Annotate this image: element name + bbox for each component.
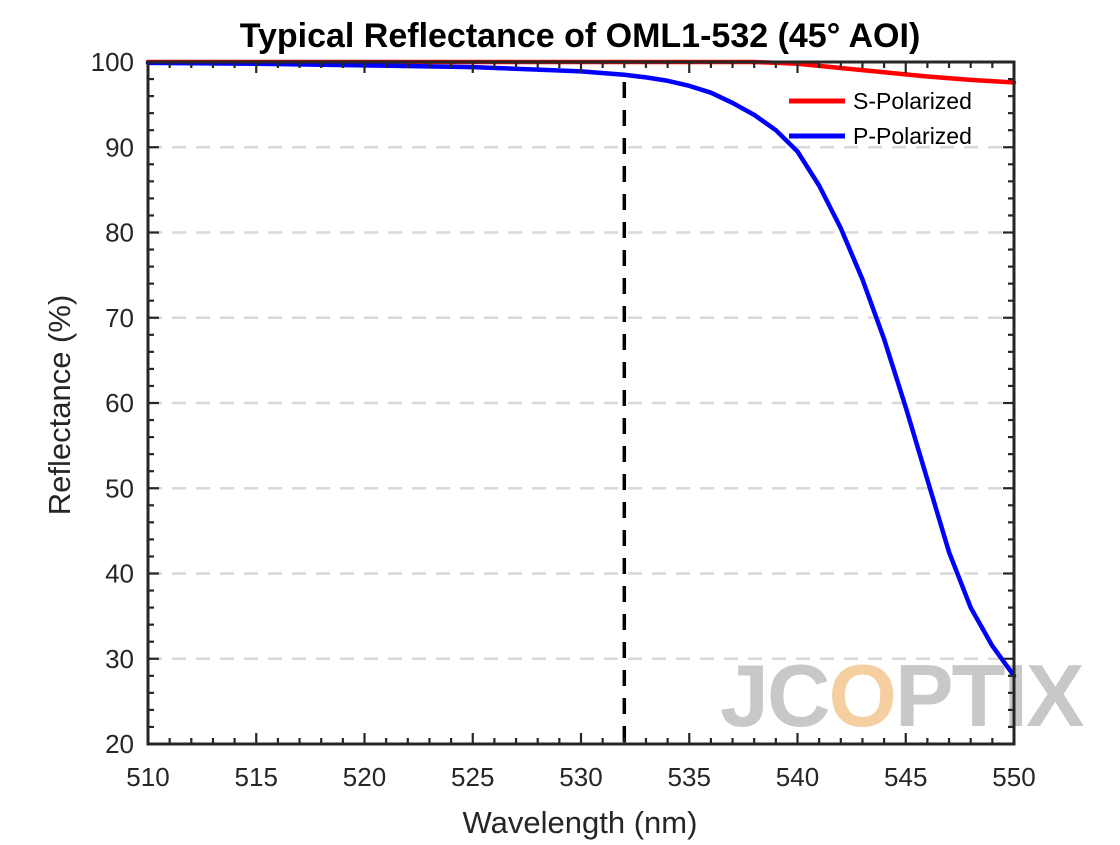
y-tick-label-40: 40 bbox=[105, 559, 134, 589]
series-group bbox=[145, 59, 1017, 679]
legend-label-s-polarized: S-Polarized bbox=[853, 88, 972, 114]
x-tick-label-530: 530 bbox=[559, 762, 602, 792]
x-axis-label: Wavelength (nm) bbox=[463, 805, 698, 840]
y-tick-label-20: 20 bbox=[105, 729, 134, 759]
x-tick-label-535: 535 bbox=[668, 762, 711, 792]
y-tick-label-60: 60 bbox=[105, 388, 134, 418]
y-tick-label-30: 30 bbox=[105, 644, 134, 674]
x-tick-label-520: 520 bbox=[343, 762, 386, 792]
series-line-p-polarized bbox=[145, 60, 1017, 679]
x-tick-label-525: 525 bbox=[451, 762, 494, 792]
x-tick-label-510: 510 bbox=[126, 762, 169, 792]
y-tick-label-90: 90 bbox=[105, 132, 134, 162]
watermark-text: JCOPTIX bbox=[720, 646, 1084, 745]
x-tick-label-545: 545 bbox=[884, 762, 927, 792]
y-tick-label-50: 50 bbox=[105, 473, 134, 503]
x-tick-label-550: 550 bbox=[992, 762, 1035, 792]
y-tick-label-80: 80 bbox=[105, 218, 134, 248]
legend: S-Polarized P-Polarized bbox=[789, 88, 972, 149]
grid-lines bbox=[148, 146, 1014, 660]
x-tick-label-540: 540 bbox=[776, 762, 819, 792]
y-axis-label: Reflectance (%) bbox=[42, 295, 77, 516]
y-tick-label-70: 70 bbox=[105, 303, 134, 333]
y-tick-label-100: 100 bbox=[91, 47, 134, 77]
watermark: JCOPTIX bbox=[720, 646, 1086, 745]
legend-label-p-polarized: P-Polarized bbox=[853, 123, 972, 149]
chart-title: Typical Reflectance of OML1-532 (45° AOI… bbox=[240, 17, 921, 55]
axes: 510 515 520 525 530 535 540 545 550 20 30 40 50 60 70 8… bbox=[91, 47, 1036, 792]
x-tick-label-515: 515 bbox=[235, 762, 278, 792]
